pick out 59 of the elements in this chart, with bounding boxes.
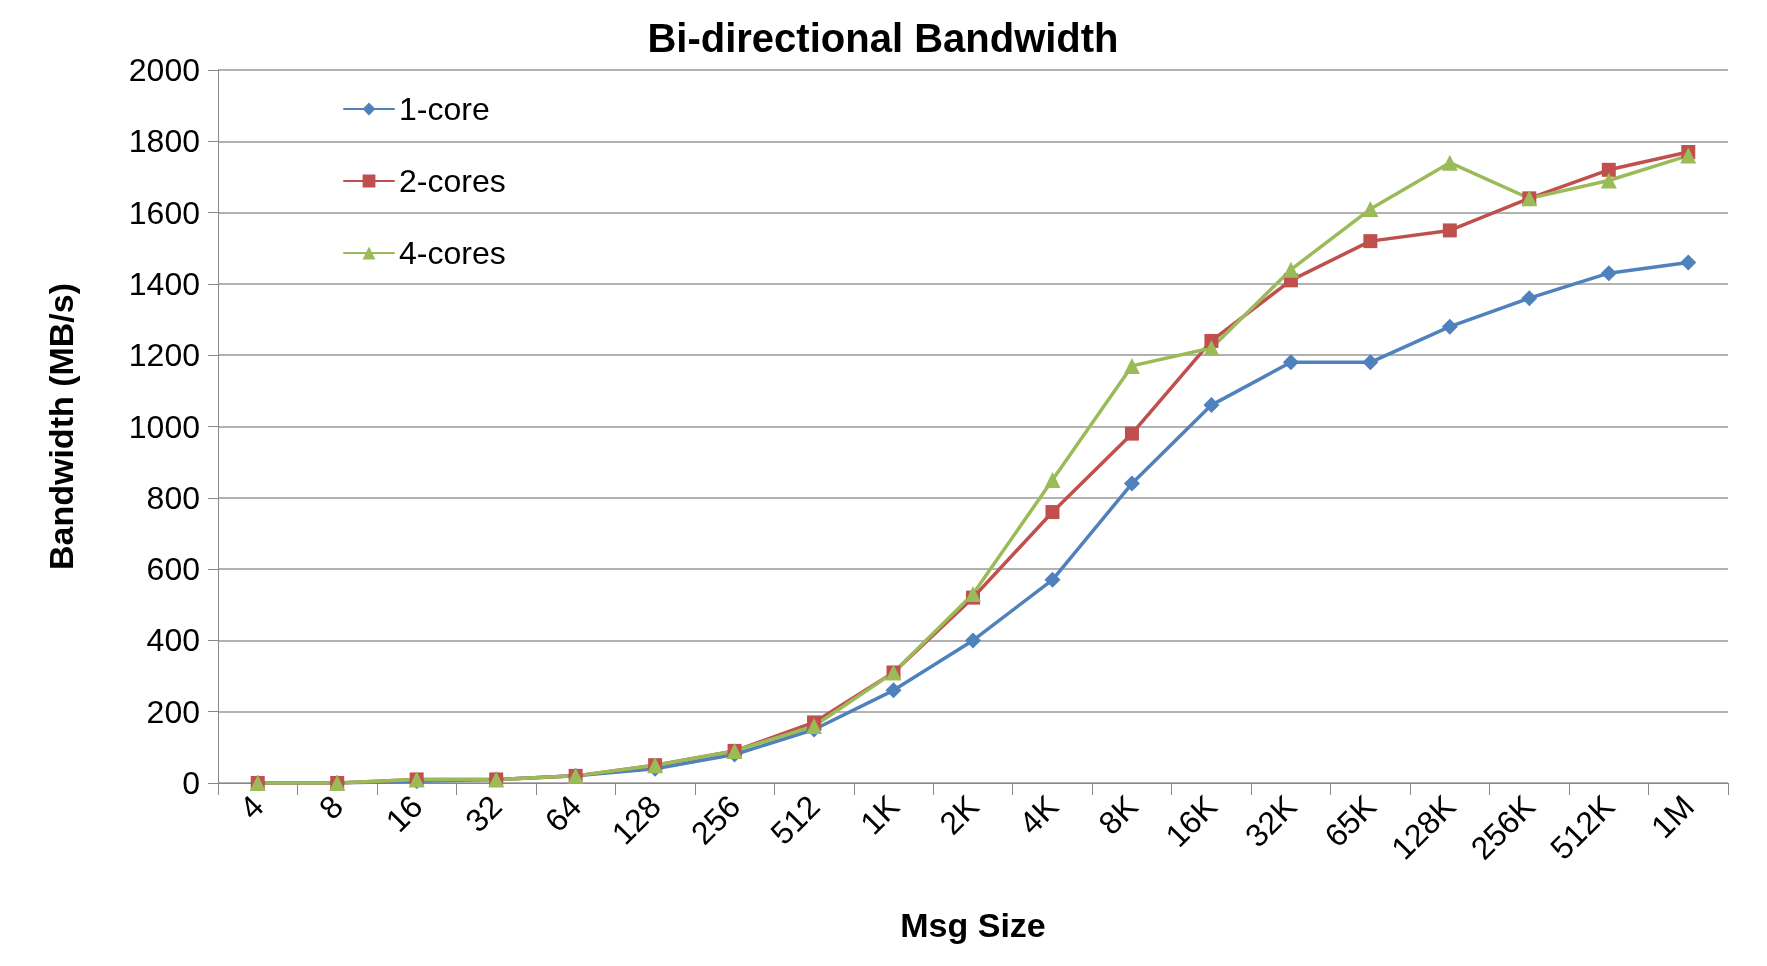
point [965, 632, 981, 649]
x-tick-label: 512 [763, 788, 827, 852]
x-axis-title: Msg Size [900, 906, 1046, 944]
point [1044, 571, 1061, 588]
chart-title: Bi-directional Bandwidth [647, 16, 1119, 60]
point [1123, 475, 1140, 492]
point [1601, 162, 1616, 177]
point [806, 717, 823, 734]
y-tick-label: 1600 [128, 194, 200, 231]
y-tick-label: 1000 [128, 408, 200, 445]
x-tick-label: 32 [458, 788, 509, 839]
point [1362, 201, 1379, 218]
point [1680, 254, 1697, 271]
point [1600, 172, 1617, 189]
x-tick-label: 8 [311, 788, 350, 827]
point [1045, 505, 1060, 520]
point [1282, 354, 1299, 371]
x-tick-label: 8K [1091, 788, 1145, 842]
point [1044, 471, 1061, 488]
y-tick-label: 600 [146, 551, 200, 588]
x-tick-label: 256 [684, 788, 748, 852]
x-tick-label: 128 [604, 788, 668, 852]
point [1521, 290, 1538, 307]
point [1124, 426, 1139, 441]
legend-label: 4-cores [399, 235, 506, 271]
point [965, 586, 981, 603]
y-tick-label: 200 [146, 693, 200, 730]
point [1442, 223, 1457, 238]
point [1441, 318, 1458, 335]
point [1600, 265, 1617, 282]
x-tick-label: 16 [378, 788, 430, 839]
x-tick-label: 2K [932, 788, 986, 842]
y-tick-label: 1200 [128, 337, 200, 374]
point [885, 682, 902, 699]
legend-label: 2-cores [399, 163, 506, 199]
x-tick-label: 4K [1012, 788, 1066, 842]
x-tick-label: 65K [1317, 788, 1384, 854]
y-tick-label: 0 [182, 765, 200, 801]
y-tick-label: 800 [146, 479, 200, 516]
point [1203, 340, 1220, 357]
x-tick-label: 4 [232, 788, 271, 827]
y-tick-label: 1800 [128, 123, 200, 160]
y-tick-label: 2000 [128, 52, 200, 88]
point [1362, 354, 1379, 371]
x-tick-label: 1K [853, 788, 907, 842]
x-tick-label: 64 [537, 788, 589, 839]
point [1282, 261, 1299, 278]
y-tick-label: 1400 [128, 265, 200, 302]
legend-label: 1-core [399, 91, 490, 127]
x-tick-label: 1M [1644, 788, 1701, 846]
point [1203, 397, 1220, 414]
point [1441, 154, 1458, 171]
point [1123, 357, 1140, 374]
point [1363, 234, 1378, 249]
x-tick-label: 32K [1237, 788, 1304, 854]
point [1680, 147, 1697, 164]
x-tick-label: 16K [1158, 788, 1225, 854]
y-tick-label: 400 [146, 622, 200, 659]
y-axis-title: Bandwidth (MB/s) [42, 282, 80, 571]
